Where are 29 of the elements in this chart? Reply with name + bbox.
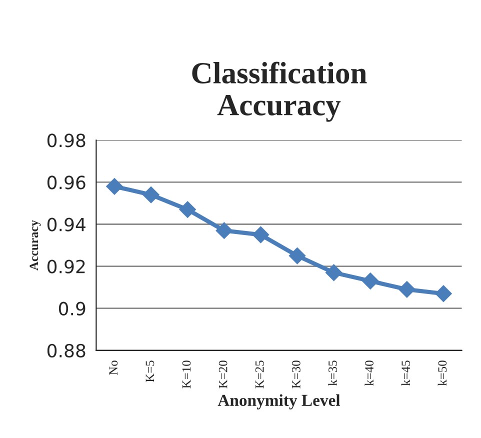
y-tick-label: 0.92 [47,260,85,274]
y-tick-label: 0.88 [47,344,86,358]
x-tick-label: K=30 [292,360,300,388]
x-tick-label: k=35 [328,360,337,386]
x-tick-label: k=40 [364,360,374,386]
x-tick-label: K=10 [182,360,191,388]
x-tick-label: No [109,360,118,376]
y-tick-label: 0.94 [47,218,86,232]
chart-title: Classification Accuracy [192,62,367,122]
point [142,186,160,204]
point [106,178,123,195]
point [288,247,306,264]
point [216,222,233,239]
y-tick-label: 0.9 [58,302,86,316]
y-axis-title: Accuracy [30,220,41,270]
x-tick-label: K=20 [218,360,228,388]
point [398,281,416,298]
point [362,272,379,290]
x-axis-title: Anonymity Level [218,394,340,410]
x-tick-label: k=50 [438,360,447,386]
x-tick-label: k=45 [401,360,410,386]
y-tick-label: 0.96 [47,176,86,190]
point [435,285,452,302]
y-tick-label: 0.98 [47,134,86,148]
point [252,226,270,244]
x-tick-label: K=5 [146,360,154,382]
x-tick-label: K=25 [255,360,264,388]
point [179,201,196,218]
point [325,264,342,281]
